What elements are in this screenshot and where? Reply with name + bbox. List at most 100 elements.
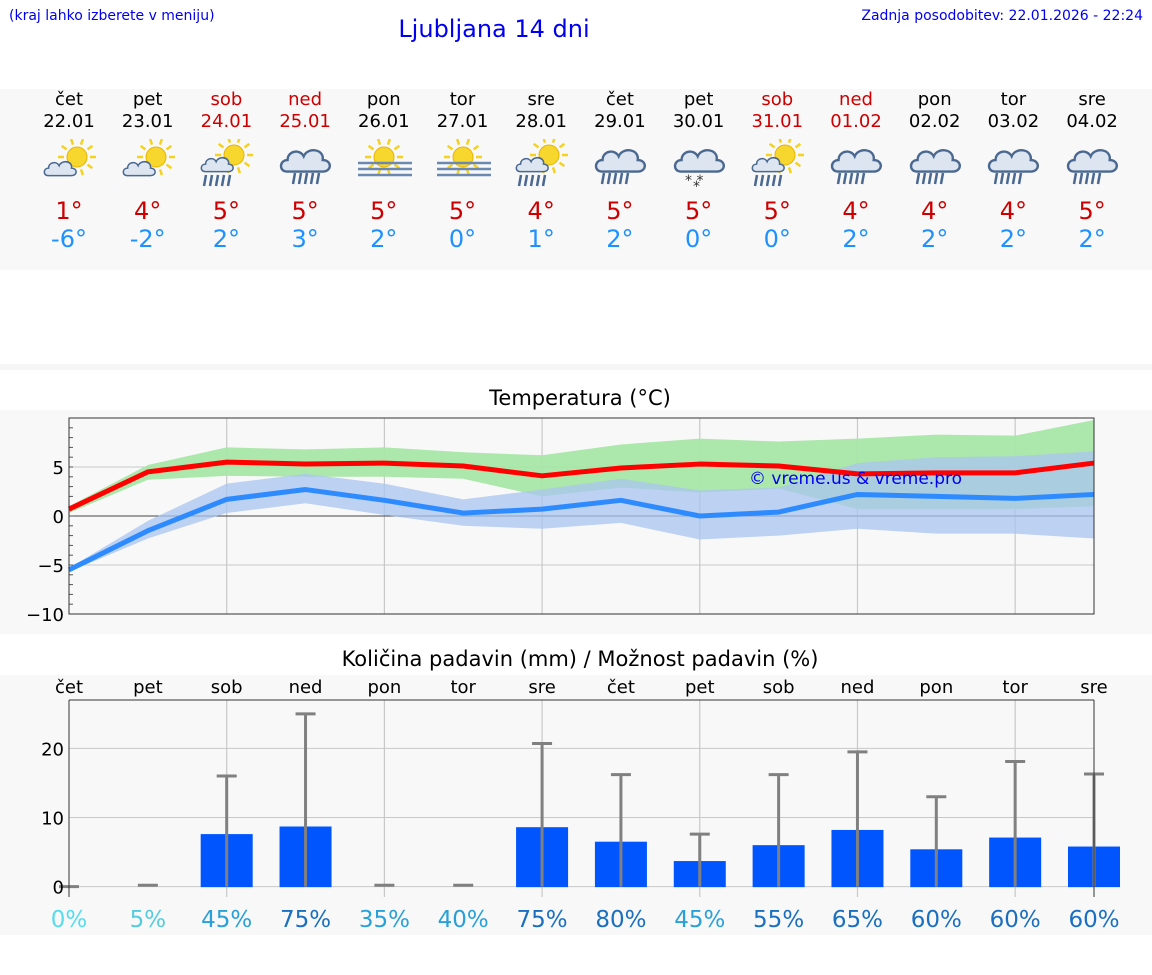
forecast-band	[0, 89, 1152, 270]
day-column: tor 03.02 4° 2°	[973, 89, 1053, 253]
category-label: sre	[528, 677, 555, 698]
max-temperature: 4°	[999, 197, 1028, 225]
day-name: sre	[527, 89, 555, 110]
max-temperature: 1°	[55, 197, 83, 225]
min-temperature: 0°	[763, 225, 791, 253]
max-temperature: 5°	[1078, 197, 1106, 225]
day-column: čet 29.01 5° 2°	[580, 89, 660, 253]
day-date: 26.01	[358, 111, 410, 132]
precipitation-chance: 35%	[359, 907, 410, 933]
precipitation-chance: 65%	[832, 907, 883, 933]
precipitation-chart-title: Količina padavin (mm) / Možnost padavin …	[341, 647, 819, 671]
category-label: čet	[55, 677, 83, 698]
day-column: pon 26.01 5° 2°	[344, 89, 424, 253]
min-temperature: -2°	[129, 225, 166, 253]
day-name: čet	[605, 89, 634, 110]
min-temperature: 1°	[527, 225, 555, 253]
precipitation-chance: 45%	[201, 907, 252, 933]
cloud-rain-icon	[905, 139, 965, 195]
category-label: sob	[763, 677, 795, 698]
category-label: tor	[450, 677, 476, 698]
sun-cloud-rain-icon	[747, 139, 807, 195]
precipitation-chance: 40%	[438, 907, 489, 933]
day-column: pon 02.02 4° 2°	[895, 89, 975, 253]
day-name: pet	[132, 89, 163, 110]
y-tick-label: 0	[53, 878, 64, 899]
day-date: 01.02	[830, 111, 882, 132]
day-name: pon	[917, 89, 952, 110]
precipitation-chance: 75%	[517, 907, 568, 933]
day-date: 29.01	[594, 111, 646, 132]
day-date: 24.01	[200, 111, 253, 132]
day-name: sob	[210, 89, 243, 110]
min-temperature: 2°	[370, 225, 398, 253]
min-temperature: 0°	[684, 225, 713, 253]
min-temperature: 2°	[842, 225, 870, 253]
day-column: čet 22.01 1° -6°	[29, 89, 109, 253]
day-column: pet 30.01 * * * 5° 0°	[659, 89, 739, 253]
day-name: pet	[683, 89, 714, 110]
day-date: 04.02	[1066, 111, 1118, 132]
location-menu-note[interactable]: (kraj lahko izberete v meniju)	[9, 8, 215, 24]
day-name: tor	[449, 89, 476, 110]
min-temperature: 3°	[291, 225, 319, 253]
precipitation-chance: 60%	[911, 907, 962, 933]
min-temperature: 0°	[448, 225, 477, 253]
cloud-rain-icon	[590, 139, 650, 195]
category-label: sob	[211, 677, 243, 698]
day-column: pet 23.01 4° -2°	[108, 89, 188, 253]
day-name: pon	[366, 89, 401, 110]
y-tick-label: −10	[26, 605, 64, 626]
category-label: tor	[1002, 677, 1028, 698]
precipitation-chance: 55%	[753, 907, 804, 933]
y-tick-label: 5	[53, 458, 64, 479]
day-column: ned 01.02 4° 2°	[816, 89, 896, 253]
min-temperature: 2°	[212, 225, 241, 253]
max-temperature: 4°	[921, 197, 949, 225]
precipitation-chance: 60%	[990, 907, 1041, 933]
cloud-rain-icon	[1062, 139, 1122, 195]
temperature-chart-title: Temperatura (°C)	[489, 386, 671, 410]
day-name: ned	[839, 89, 873, 110]
day-date: 23.01	[121, 111, 174, 132]
day-date: 31.01	[751, 111, 804, 132]
day-name: čet	[54, 89, 84, 110]
min-temperature: 2°	[606, 225, 634, 253]
partly-cloudy-icon	[118, 139, 178, 195]
category-label: ned	[289, 677, 323, 698]
sun-cloud-rain-icon	[511, 139, 571, 195]
category-label: sre	[1080, 677, 1107, 698]
day-name: ned	[288, 89, 323, 110]
precipitation-chance: 80%	[595, 907, 646, 933]
svg-text:* *: * *	[685, 173, 703, 189]
sun-fog-icon	[433, 139, 493, 195]
min-range-band	[69, 451, 1094, 572]
min-temperature: 2°	[1078, 225, 1106, 253]
max-temperature: 5°	[291, 197, 319, 225]
day-date: 28.01	[515, 111, 567, 132]
day-date: 30.01	[672, 111, 725, 132]
y-tick-label: 10	[41, 809, 64, 830]
max-temperature: 4°	[527, 197, 555, 225]
max-temperature: 4°	[842, 197, 870, 225]
precipitation-chart: čet pet sob ned pon tor sre čet pet sob ned pon tor s…	[41, 677, 1120, 933]
precipitation-chance: 0%	[51, 907, 88, 933]
day-column: ned 25.01 5° 3°	[265, 89, 345, 253]
max-temperature: 5°	[763, 197, 791, 225]
day-column: sob 31.01 5° 0°	[737, 89, 817, 253]
y-tick-label: 20	[41, 739, 64, 760]
precipitation-chance: 75%	[280, 907, 331, 933]
day-date: 02.02	[908, 111, 961, 132]
day-column: tor 27.01 5° 0°	[423, 89, 503, 253]
day-name: sre	[1078, 89, 1106, 110]
min-temperature: -6°	[51, 225, 87, 253]
day-name: tor	[1000, 89, 1027, 110]
category-label: ned	[841, 677, 875, 698]
partly-cloudy-icon	[39, 139, 99, 195]
day-date: 25.01	[279, 111, 331, 132]
page-title: Ljubljana 14 dni	[398, 15, 590, 43]
plot-frame	[68, 417, 1095, 615]
day-name: sob	[761, 89, 794, 110]
max-temperature: 5°	[448, 197, 477, 225]
cloud-rain-icon	[983, 139, 1043, 195]
